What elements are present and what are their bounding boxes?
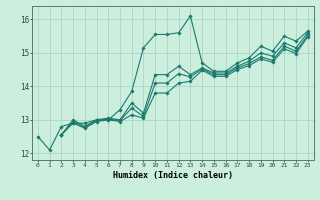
X-axis label: Humidex (Indice chaleur): Humidex (Indice chaleur) xyxy=(113,171,233,180)
